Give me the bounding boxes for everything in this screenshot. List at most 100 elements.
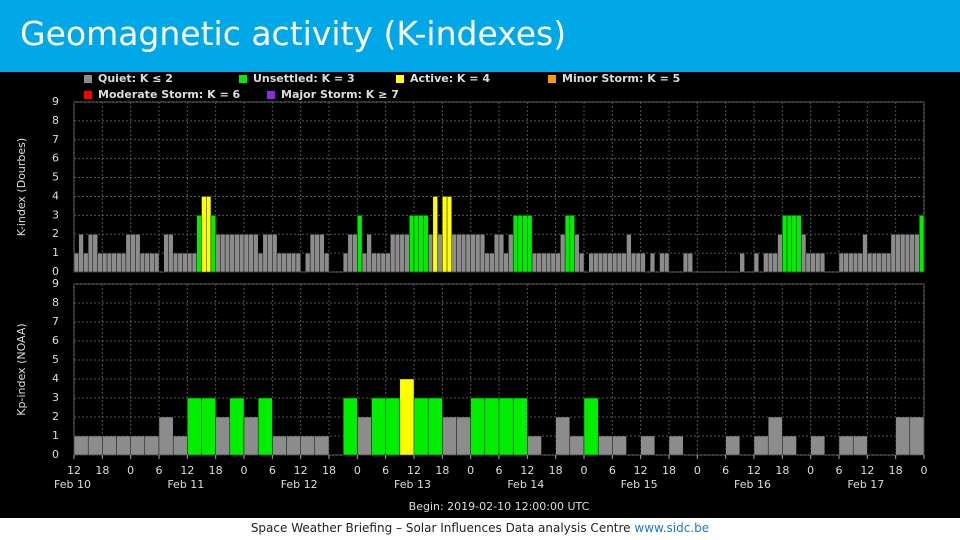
bar <box>904 234 911 273</box>
bar <box>78 234 84 273</box>
bar <box>371 252 377 273</box>
bar <box>895 416 911 456</box>
bar <box>914 234 920 273</box>
bar <box>725 435 741 456</box>
bar <box>564 215 571 273</box>
x-tick-label: 0 <box>241 464 248 477</box>
bar <box>848 252 854 273</box>
bar <box>909 416 925 456</box>
bar <box>347 234 353 273</box>
x-tick-label: 18 <box>549 464 563 477</box>
x-tick-label: 0 <box>921 464 928 477</box>
bar <box>286 252 292 273</box>
bar <box>890 234 896 273</box>
bar <box>102 435 117 456</box>
bar <box>786 215 792 273</box>
y-tick-label: 2 <box>52 410 59 423</box>
bar <box>149 252 155 273</box>
bar <box>484 252 490 273</box>
bar <box>187 397 202 456</box>
x-tick-label: 18 <box>322 464 336 477</box>
bar <box>446 196 452 273</box>
x-tick-label: 12 <box>67 464 81 477</box>
x-date-label: Feb 17 <box>847 478 884 491</box>
x-tick-label: 0 <box>127 464 134 477</box>
bar <box>291 252 297 273</box>
bar <box>791 215 797 273</box>
bar <box>465 234 471 273</box>
legend-swatch <box>239 75 247 83</box>
bar <box>517 215 523 273</box>
bar <box>423 215 429 273</box>
bar <box>130 435 146 456</box>
y-tick-label: 6 <box>52 334 59 347</box>
bar <box>479 234 486 273</box>
bar <box>399 378 415 456</box>
bar <box>380 252 386 273</box>
bar <box>867 252 873 273</box>
bar <box>626 234 632 273</box>
bar <box>909 234 915 273</box>
bar <box>215 234 221 273</box>
y-tick-label: 1 <box>52 429 59 442</box>
y-tick-label: 0 <box>52 265 59 278</box>
bar <box>838 435 854 456</box>
bar <box>83 252 89 273</box>
legend-swatch <box>548 75 556 83</box>
bar <box>569 215 575 273</box>
bar <box>106 252 112 273</box>
x-tick-label: 18 <box>662 464 676 477</box>
bar <box>352 234 358 273</box>
x-tick-label: 6 <box>269 464 276 477</box>
bar <box>111 252 117 273</box>
bar <box>451 234 457 273</box>
footer-link[interactable]: www.sidc.be <box>634 521 710 535</box>
legend-label: Unsettled: K = 3 <box>253 72 355 85</box>
bar <box>546 252 552 273</box>
bar <box>616 252 622 273</box>
bar <box>229 234 235 273</box>
bar <box>305 252 311 273</box>
bar <box>612 252 618 273</box>
bar <box>512 215 519 273</box>
y-tick-label: 9 <box>52 277 59 290</box>
x-tick-label: 12 <box>407 464 421 477</box>
bar <box>418 215 424 273</box>
bar <box>498 397 514 456</box>
x-tick-label: 18 <box>95 464 109 477</box>
bar <box>272 435 287 456</box>
bar <box>649 252 656 273</box>
bar <box>182 252 188 273</box>
bar <box>196 215 202 273</box>
bar <box>602 252 608 273</box>
bar <box>508 234 514 273</box>
x-date-label: Feb 11 <box>167 478 204 491</box>
bar <box>427 234 434 273</box>
bar <box>404 234 410 273</box>
bar <box>456 234 462 273</box>
bar <box>357 215 363 273</box>
x-tick-label: 18 <box>775 464 789 477</box>
bar <box>97 252 103 273</box>
y-tick-label: 7 <box>52 133 59 146</box>
x-tick-label: 0 <box>354 464 361 477</box>
bar <box>385 397 401 456</box>
title-bar: Geomagnetic activity (K-indexes) <box>0 0 960 72</box>
bar <box>409 215 415 273</box>
bar <box>229 397 245 456</box>
bar <box>767 416 783 456</box>
bar <box>871 252 877 273</box>
bar <box>413 215 419 273</box>
x-tick-label: 18 <box>889 464 903 477</box>
bar <box>144 252 150 273</box>
bar <box>262 234 268 273</box>
bar <box>73 435 89 456</box>
bar <box>442 196 448 273</box>
bar <box>612 435 627 456</box>
bar <box>640 252 646 273</box>
bar <box>555 252 561 273</box>
x-tick-label: 12 <box>860 464 874 477</box>
x-date-label: Feb 12 <box>281 478 318 491</box>
bar <box>281 252 287 273</box>
bar <box>541 252 547 273</box>
